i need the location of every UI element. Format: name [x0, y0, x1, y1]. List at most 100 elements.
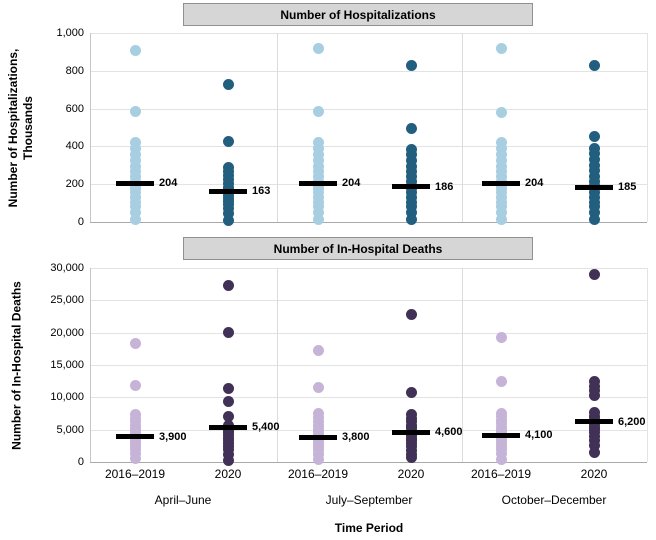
median-label: 4,600	[435, 426, 463, 439]
median-line	[116, 434, 154, 440]
median-line	[575, 419, 613, 425]
y-tick-label: 400	[65, 140, 84, 153]
y-axis-title-line: Thousands	[21, 95, 35, 160]
data-point	[129, 453, 141, 465]
data-point	[312, 142, 324, 154]
data-point	[495, 160, 507, 172]
data-point	[222, 136, 234, 148]
chart-title: Number of Hospitalizations	[183, 3, 533, 26]
data-point	[588, 159, 600, 171]
data-point	[495, 207, 507, 219]
data-point	[588, 59, 600, 71]
data-point	[312, 149, 324, 161]
median-label: 163	[252, 185, 271, 198]
data-point	[588, 165, 600, 177]
data-point	[405, 143, 417, 155]
data-point	[129, 379, 141, 391]
data-point	[312, 105, 324, 117]
y-axis-line	[90, 268, 91, 462]
y-axis-title-line: Number of Hospitalizations,	[6, 48, 20, 207]
data-point	[405, 213, 417, 225]
data-point	[129, 213, 141, 225]
data-point	[129, 160, 141, 172]
x-tick-label: 2016–2019	[470, 467, 532, 481]
y-axis-line	[90, 33, 91, 222]
x-group-label: July–September	[325, 493, 413, 507]
data-point	[222, 207, 234, 219]
gridline	[90, 300, 647, 302]
y-tick-label: 10,000	[50, 391, 84, 404]
data-point	[222, 383, 234, 395]
data-point	[405, 155, 417, 167]
y-axis-title-line: Number of In-Hospital Deaths	[9, 280, 24, 450]
x-tick-label: 2020	[397, 467, 425, 481]
data-point	[312, 201, 324, 213]
median-line	[299, 434, 337, 440]
y-tick-label: 15,000	[50, 359, 84, 371]
median-line	[209, 188, 247, 194]
median-label: 186	[435, 180, 454, 193]
data-point	[405, 149, 417, 161]
data-point	[495, 201, 507, 213]
gridline	[90, 108, 647, 110]
data-point	[129, 137, 141, 149]
data-point	[588, 446, 600, 458]
data-point	[588, 142, 600, 154]
y-tick-label: 0	[77, 456, 84, 468]
chart-title: Number of In-Hospital Deaths	[183, 237, 533, 260]
data-point	[312, 382, 324, 394]
y-tick-label: 20,000	[50, 326, 84, 339]
data-point	[588, 201, 600, 213]
data-point	[312, 137, 324, 149]
gridline	[90, 146, 647, 148]
median-line	[482, 432, 520, 438]
data-point	[222, 214, 234, 226]
median-label: 185	[618, 181, 637, 194]
median-line	[482, 180, 520, 186]
data-point	[129, 105, 141, 117]
x-group-label: April–June	[154, 493, 212, 507]
x-tick-label: 2020	[580, 467, 608, 481]
data-point	[129, 338, 141, 350]
median-label: 3,900	[159, 430, 187, 443]
gridline	[90, 70, 647, 72]
data-point	[312, 213, 324, 225]
median-label: 5,400	[252, 421, 280, 434]
data-point	[588, 440, 600, 452]
x-axis-line	[90, 462, 647, 463]
data-point	[588, 213, 600, 225]
y-axis-title: Number of In-Hospital Deaths	[10, 245, 25, 485]
median-line	[116, 180, 154, 186]
y-tick-label: 25,000	[50, 294, 84, 307]
data-point	[312, 207, 324, 219]
data-point	[495, 375, 507, 387]
data-point	[495, 448, 507, 460]
data-point	[222, 327, 234, 339]
median-line	[392, 429, 430, 435]
data-point	[312, 345, 324, 357]
x-axis-title: Time Period	[334, 521, 404, 535]
data-point	[495, 155, 507, 167]
data-point	[405, 451, 417, 463]
y-tick-label: 5,000	[56, 423, 84, 436]
data-point	[405, 207, 417, 219]
data-point	[588, 154, 600, 166]
data-point	[405, 201, 417, 213]
panel-separator	[461, 268, 463, 462]
plot-right-edge	[647, 268, 648, 462]
data-point	[495, 331, 507, 343]
data-point	[405, 122, 417, 134]
panel-separator	[461, 33, 463, 222]
y-tick-label: 0	[77, 216, 84, 228]
data-point	[222, 454, 234, 466]
data-point	[495, 149, 507, 161]
median-label: 6,200	[618, 415, 646, 428]
median-label: 204	[525, 177, 544, 190]
data-point	[495, 142, 507, 154]
data-point	[222, 410, 234, 422]
data-point	[312, 155, 324, 167]
median-label: 3,800	[342, 431, 370, 444]
data-point	[495, 453, 507, 465]
median-label: 204	[159, 177, 178, 190]
